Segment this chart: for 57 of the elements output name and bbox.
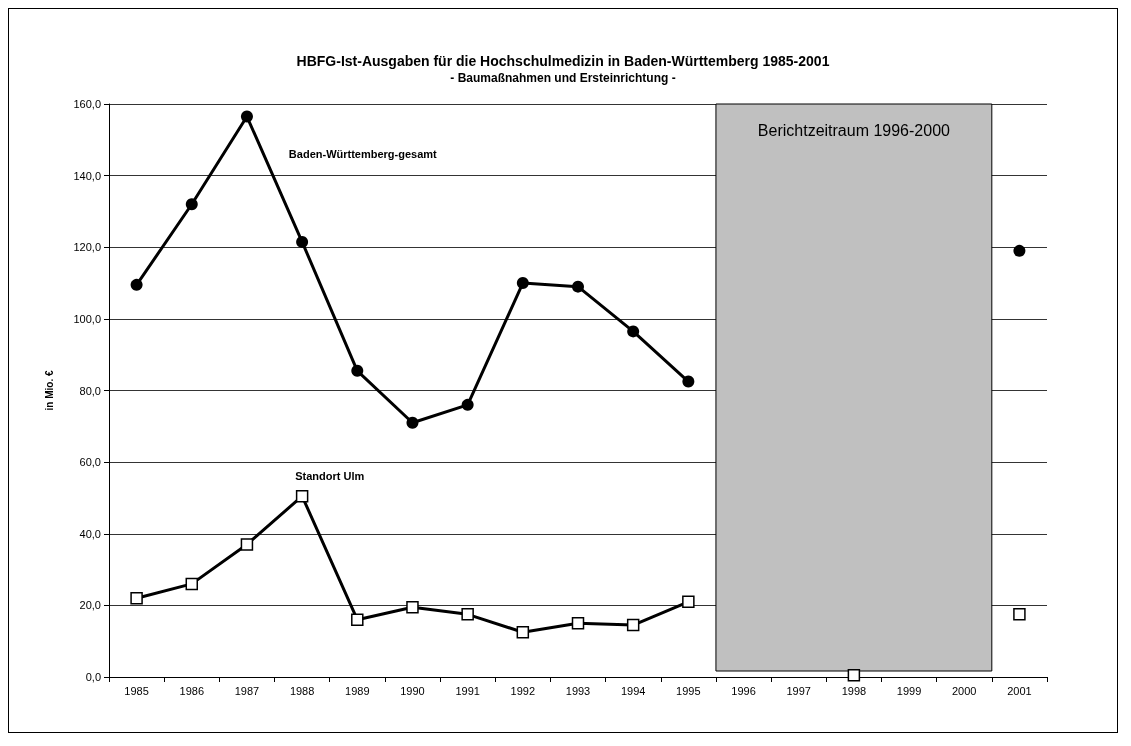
- point: [1013, 244, 1026, 257]
- point: [351, 364, 364, 377]
- y-tick-label: 60,0: [79, 456, 101, 469]
- point: [461, 398, 474, 411]
- point: [1013, 608, 1026, 621]
- x-tick-label: 1999: [896, 684, 922, 697]
- x-tick-label: 1985: [124, 684, 149, 697]
- series-label: Standort Ulm: [295, 470, 365, 483]
- y-tick-label: 140,0: [73, 169, 101, 182]
- x-tick-label: 1997: [786, 684, 811, 697]
- point: [130, 278, 143, 291]
- point: [682, 375, 695, 388]
- y-tick-label: 0,0: [85, 671, 101, 683]
- point: [406, 600, 419, 614]
- band-label: Berichtzeitraum 1996-2000: [757, 121, 951, 139]
- y-tick-label: 120,0: [73, 241, 101, 254]
- y-tick-label: 80,0: [79, 384, 101, 397]
- x-tick-label: 1998: [841, 684, 867, 697]
- series-label: Baden-Württemberg-gesamt: [288, 148, 438, 161]
- x-tick-label: 2001: [1007, 684, 1032, 697]
- y-tick-label: 100,0: [73, 312, 101, 325]
- chart-title: HBFG-Ist-Ausgaben für die Hochschulmedizin in Baden-Württemberg 1985-2001: [296, 53, 830, 69]
- point: [572, 280, 584, 293]
- x-tick-label: 1991: [455, 684, 480, 697]
- x-tick-label: 1986: [179, 684, 205, 697]
- x-tick-label: 1990: [400, 684, 425, 697]
- point: [516, 277, 529, 290]
- point: [185, 198, 198, 211]
- point: [130, 591, 143, 605]
- x-tick-label: 1996: [731, 684, 756, 697]
- x-tick-label: 1988: [289, 684, 315, 697]
- point: [240, 110, 253, 123]
- point: [406, 416, 419, 429]
- x-tick-label: 1989: [345, 684, 370, 697]
- y-tick-label: 160,0: [73, 98, 101, 110]
- point: [295, 489, 309, 503]
- y-axis-title: in Mio. €: [43, 370, 55, 411]
- point: [461, 608, 474, 621]
- x-tick-label: 1987: [234, 684, 260, 697]
- point: [626, 618, 640, 632]
- y-tick-label: 20,0: [79, 599, 101, 612]
- point: [571, 617, 585, 630]
- point: [296, 235, 309, 248]
- point: [185, 577, 199, 591]
- point: [240, 538, 254, 551]
- x-tick-label: 1994: [620, 684, 646, 697]
- chart-subtitle: - Baumaßnahmen und Ersteinrichtung -: [450, 71, 676, 85]
- point: [627, 325, 640, 338]
- x-tick-label: 1995: [676, 684, 701, 697]
- x-tick-label: 2000: [951, 684, 977, 697]
- y-tick-label: 40,0: [79, 527, 101, 540]
- point: [516, 625, 530, 639]
- point: [847, 668, 861, 682]
- x-tick-label: 1993: [565, 684, 591, 697]
- point: [682, 595, 695, 609]
- point: [351, 613, 364, 626]
- x-tick-label: 1992: [510, 684, 536, 697]
